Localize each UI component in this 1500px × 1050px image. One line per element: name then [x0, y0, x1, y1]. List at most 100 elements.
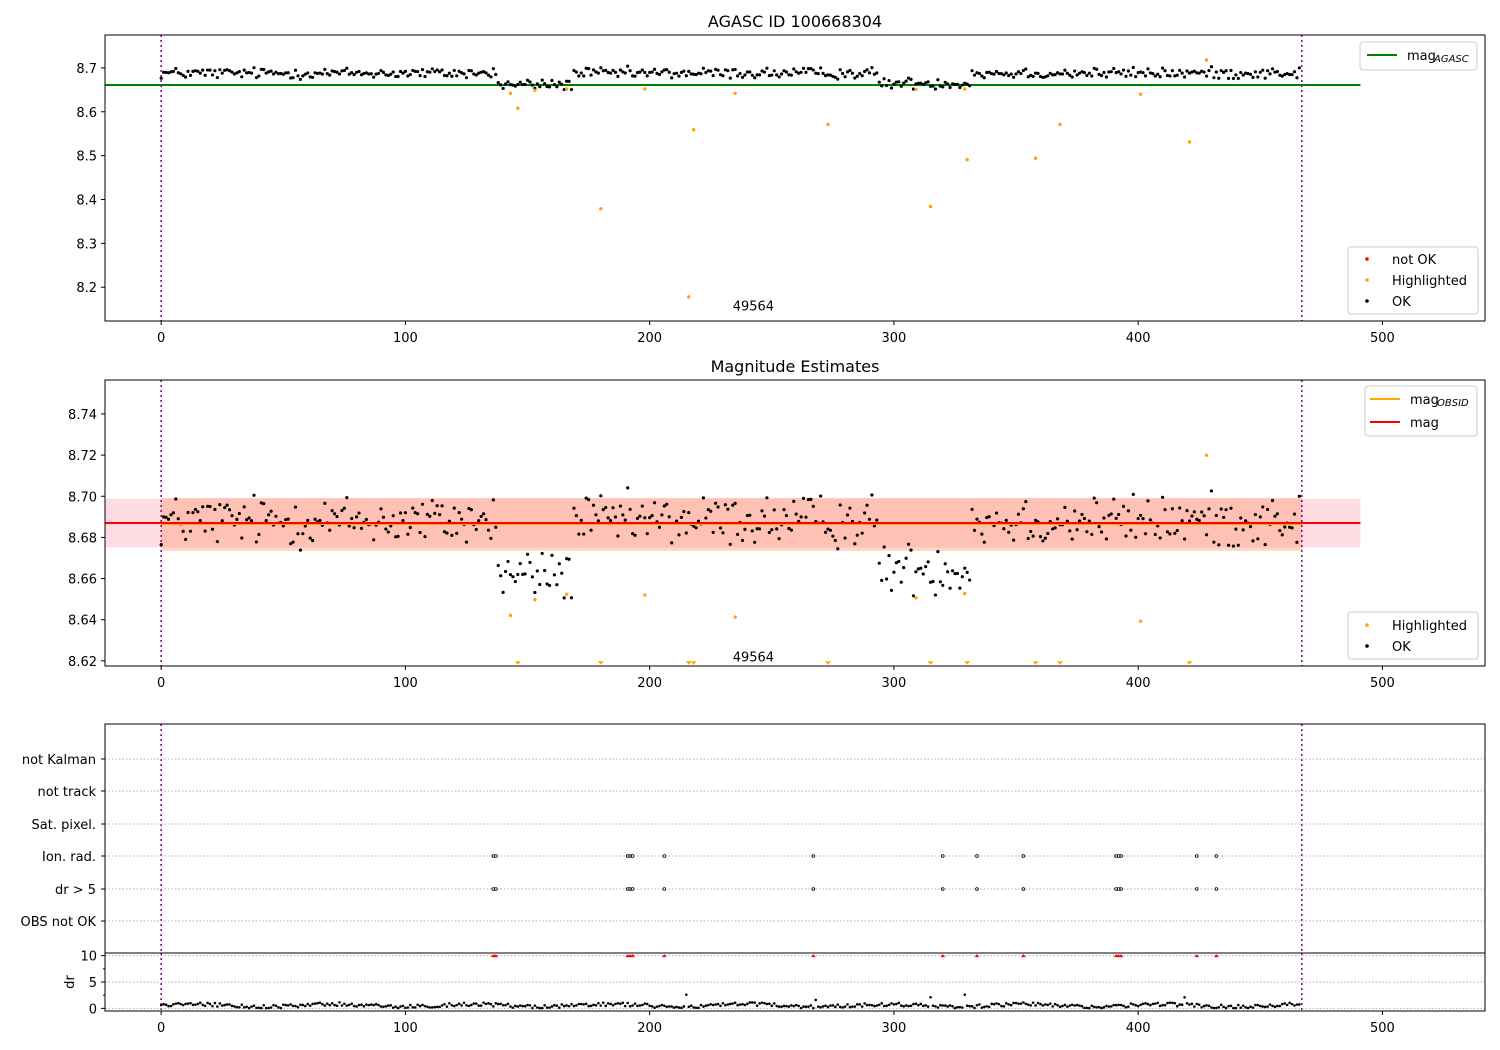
dr-point — [470, 1003, 473, 1007]
ok-point — [467, 506, 471, 511]
offscale-marker — [964, 661, 971, 665]
ok-point — [765, 496, 769, 500]
ok-point — [672, 72, 676, 76]
ok-point — [496, 563, 500, 568]
ok-point — [284, 71, 288, 75]
dr-point — [1078, 1004, 1081, 1007]
dr-point — [450, 1003, 454, 1007]
dr-point — [169, 1004, 173, 1008]
ok-point — [723, 503, 727, 507]
ok-point — [237, 69, 241, 74]
ok-point — [728, 542, 732, 546]
dr-point — [560, 1003, 564, 1006]
dr-point — [582, 1003, 586, 1006]
ok-point — [775, 527, 779, 531]
ok-point — [645, 74, 649, 78]
ok-point — [894, 561, 898, 565]
ok-point — [188, 529, 193, 533]
ok-point — [704, 70, 708, 75]
ok-point — [1053, 73, 1057, 77]
dr-point — [604, 1004, 608, 1008]
ok-point — [1004, 518, 1008, 522]
ok-point — [555, 583, 559, 587]
ok-point — [450, 533, 454, 537]
dr-point — [570, 1002, 573, 1006]
ok-point — [601, 69, 605, 73]
ok-point — [701, 496, 706, 500]
ok-point — [919, 81, 923, 85]
dr-point — [543, 1004, 546, 1007]
panel-title-magnitude-estimates: Magnitude Estimates — [711, 357, 880, 376]
ok-point — [267, 70, 271, 74]
ok-point — [166, 517, 171, 521]
ok-point — [694, 73, 698, 77]
ok-point — [936, 550, 940, 554]
highlighted-point — [1204, 453, 1209, 458]
flag-point — [940, 854, 945, 858]
ok-point — [721, 74, 725, 78]
ok-point — [650, 70, 654, 74]
ok-point — [398, 511, 403, 515]
ok-point — [1261, 68, 1265, 72]
ok-point — [1148, 71, 1152, 75]
ok-point — [828, 528, 833, 532]
ok-point — [384, 73, 388, 77]
ok-point — [530, 575, 535, 579]
ok-point — [1266, 507, 1270, 512]
ok-point — [367, 72, 371, 76]
legend-marker — [1365, 278, 1369, 282]
ok-point — [611, 506, 615, 510]
ok-point — [1082, 516, 1087, 521]
ok-point — [640, 68, 644, 72]
ok-point — [877, 561, 881, 565]
flag-point — [630, 854, 635, 858]
legend-label: mag — [1407, 49, 1436, 64]
ok-point — [596, 519, 600, 523]
ok-point — [726, 69, 730, 73]
dr-point — [247, 1006, 251, 1010]
dr-point — [645, 1002, 649, 1006]
dr-point — [523, 1004, 527, 1008]
ok-point — [176, 517, 180, 521]
ok-point — [350, 516, 354, 521]
dr-point — [536, 1006, 539, 1009]
dr-point — [492, 1005, 495, 1008]
dr-point — [333, 1003, 336, 1007]
dr-point — [1139, 1003, 1142, 1007]
dr-point — [829, 1004, 832, 1007]
dr-point — [970, 1005, 974, 1008]
ok-point — [779, 72, 784, 76]
dr-point — [768, 1002, 771, 1005]
ok-point — [633, 533, 637, 537]
ok-point — [394, 74, 398, 79]
ok-point — [489, 75, 493, 79]
ok-point — [899, 580, 903, 584]
ok-point — [1077, 519, 1082, 523]
ok-point — [340, 69, 344, 73]
ok-point — [1261, 505, 1265, 509]
ok-point — [589, 73, 593, 77]
dr-point — [1083, 1006, 1086, 1010]
ok-point — [760, 509, 764, 513]
ok-point — [1077, 71, 1082, 75]
dr-point — [1149, 1003, 1152, 1007]
dr-point — [865, 1003, 869, 1007]
ok-point — [599, 494, 603, 498]
ok-point — [904, 556, 908, 560]
dr-point — [1041, 1004, 1045, 1007]
dr-point — [433, 1005, 437, 1009]
ok-point — [887, 554, 891, 558]
dr-point — [636, 1004, 639, 1008]
dr-point — [643, 1002, 647, 1005]
dr-point — [1058, 1005, 1062, 1009]
dr-point — [797, 1004, 800, 1008]
ok-point — [408, 72, 412, 77]
ok-point — [968, 84, 972, 88]
dr-point — [755, 1004, 759, 1007]
ok-point — [1007, 530, 1011, 534]
dr-point — [1046, 1003, 1050, 1007]
ok-point — [503, 569, 508, 574]
dr-point — [291, 1004, 295, 1008]
dr-point — [531, 1006, 534, 1010]
ok-point — [909, 548, 913, 552]
